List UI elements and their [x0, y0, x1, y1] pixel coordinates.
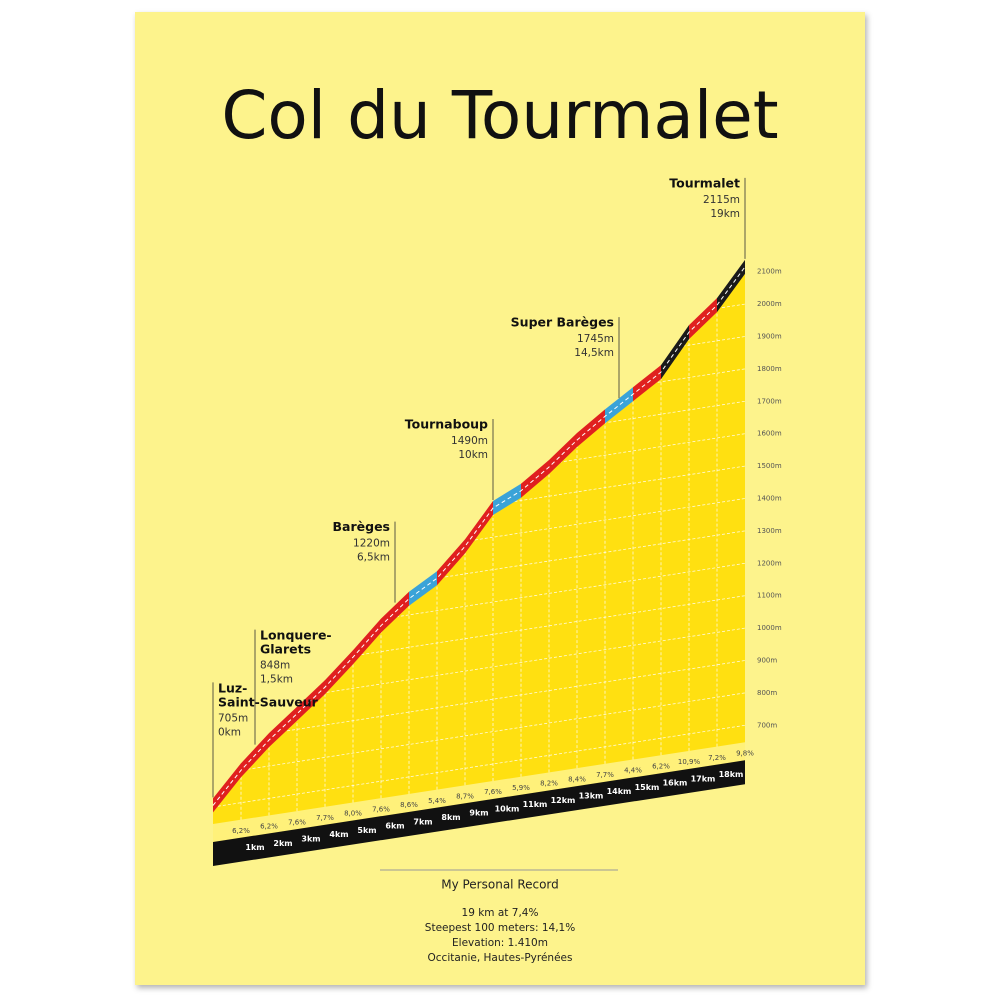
road-centerline: [212, 266, 746, 806]
landmark-elevation: 848m: [260, 660, 290, 672]
landmark-name: Super Barèges: [511, 315, 614, 330]
y-tick-label: 1600m: [757, 430, 782, 438]
y-tick-label: 900m: [757, 657, 777, 665]
landmark-elevation: 2115m: [703, 194, 740, 206]
x-tick-label: 4km: [329, 830, 348, 839]
footer-heading: My Personal Record: [441, 878, 559, 892]
x-tick-label: 2km: [273, 839, 292, 848]
gradient-label: 7,6%: [484, 788, 502, 796]
road-segment: [577, 409, 605, 448]
gradient-label: 8,7%: [456, 792, 474, 800]
footer-line: 19 km at 7,4%: [462, 907, 539, 919]
x-tick-label: 14km: [607, 787, 632, 796]
y-tick-label: 700m: [757, 721, 777, 729]
landmark-distance: 19km: [710, 208, 740, 220]
y-tick-label: 1200m: [757, 559, 782, 567]
gradient-label: 8,4%: [568, 775, 586, 783]
x-tick-label: 7km: [413, 817, 432, 826]
y-tick-label: 800m: [757, 689, 777, 697]
y-tick-label: 1400m: [757, 495, 782, 503]
gradient-label: 7,2%: [708, 754, 726, 762]
x-tick-label: 11km: [523, 800, 548, 809]
footer-line: Elevation: 1.410m: [452, 937, 548, 949]
y-tick-label: 1300m: [757, 527, 782, 535]
x-tick-label: 5km: [357, 826, 376, 835]
gradient-label: 8,6%: [400, 801, 418, 809]
gradient-label: 6,2%: [652, 762, 670, 770]
gradient-label: 5,9%: [512, 784, 530, 792]
x-tick-label: 3km: [301, 834, 320, 843]
landmark-distance: 14,5km: [574, 347, 614, 359]
landmark-elevation: 1490m: [451, 435, 488, 447]
gradient-label: 7,7%: [596, 771, 614, 779]
gradient-label: 7,7%: [316, 814, 334, 822]
landmark-distance: 10km: [458, 449, 488, 461]
landmark-name: Tournaboup: [405, 417, 488, 432]
landmark-elevation: 705m: [218, 712, 248, 724]
y-tick-label: 2000m: [757, 300, 782, 308]
x-tick-label: 10km: [495, 804, 520, 813]
y-tick-label: 1100m: [757, 592, 782, 600]
landmark-distance: 1,5km: [260, 674, 293, 686]
x-tick-label: 18km: [719, 770, 744, 779]
road-segment: [633, 365, 661, 402]
gradient-label: 7,6%: [372, 805, 390, 813]
road-segment: [605, 387, 633, 424]
y-tick-label: 1800m: [757, 365, 782, 373]
road-segment: [661, 325, 689, 380]
y-tick-label: 1700m: [757, 397, 782, 405]
x-tick-label: 15km: [635, 783, 660, 792]
elevation-area: [213, 266, 745, 843]
landmark-name: Barèges: [333, 519, 390, 534]
gradient-label: 6,2%: [260, 823, 278, 831]
footer-line: Occitanie, Hautes-Pyrénées: [428, 952, 573, 964]
x-tick-label: 16km: [663, 779, 688, 788]
gradient-label: 7,6%: [288, 818, 306, 826]
footer-line: Steepest 100 meters: 14,1%: [425, 922, 575, 934]
x-tick-label: 9km: [469, 809, 488, 818]
gradient-label: 6,2%: [232, 827, 250, 835]
km-band: [213, 760, 745, 866]
y-tick-label: 1900m: [757, 333, 782, 341]
landmark-name: Luz-Saint-Sauveur: [218, 680, 319, 709]
landmark-elevation: 1745m: [577, 333, 614, 345]
landmark-distance: 0km: [218, 726, 241, 738]
gradient-label: 10,9%: [678, 758, 701, 766]
x-tick-label: 13km: [579, 791, 604, 800]
landmark-elevation: 1220m: [353, 538, 390, 550]
gradient-label: 8,2%: [540, 780, 558, 788]
gradient-label: 8,0%: [344, 810, 362, 818]
gradient-label: 9,8%: [736, 749, 754, 757]
x-tick-label: 1km: [245, 843, 264, 852]
chart-title: Col du Tourmalet: [221, 77, 778, 154]
gradient-label: 5,4%: [428, 797, 446, 805]
x-tick-label: 6km: [385, 822, 404, 831]
road-segment: [437, 539, 465, 586]
road-segment: [521, 460, 549, 498]
front-strip: [213, 742, 745, 842]
x-tick-label: 17km: [691, 774, 716, 783]
landmark-distance: 6,5km: [357, 552, 390, 564]
landmark-name: Lonquere-Glarets: [260, 627, 332, 656]
gradient-label: 4,4%: [624, 767, 642, 775]
x-tick-label: 8km: [441, 813, 460, 822]
x-tick-label: 12km: [551, 796, 576, 805]
landmark-name: Tourmalet: [669, 175, 740, 190]
y-tick-label: 1500m: [757, 462, 782, 470]
y-tick-label: 1000m: [757, 624, 782, 632]
road-segment: [493, 483, 521, 516]
road-segment: [381, 591, 409, 633]
y-tick-label: 2100m: [757, 268, 782, 276]
